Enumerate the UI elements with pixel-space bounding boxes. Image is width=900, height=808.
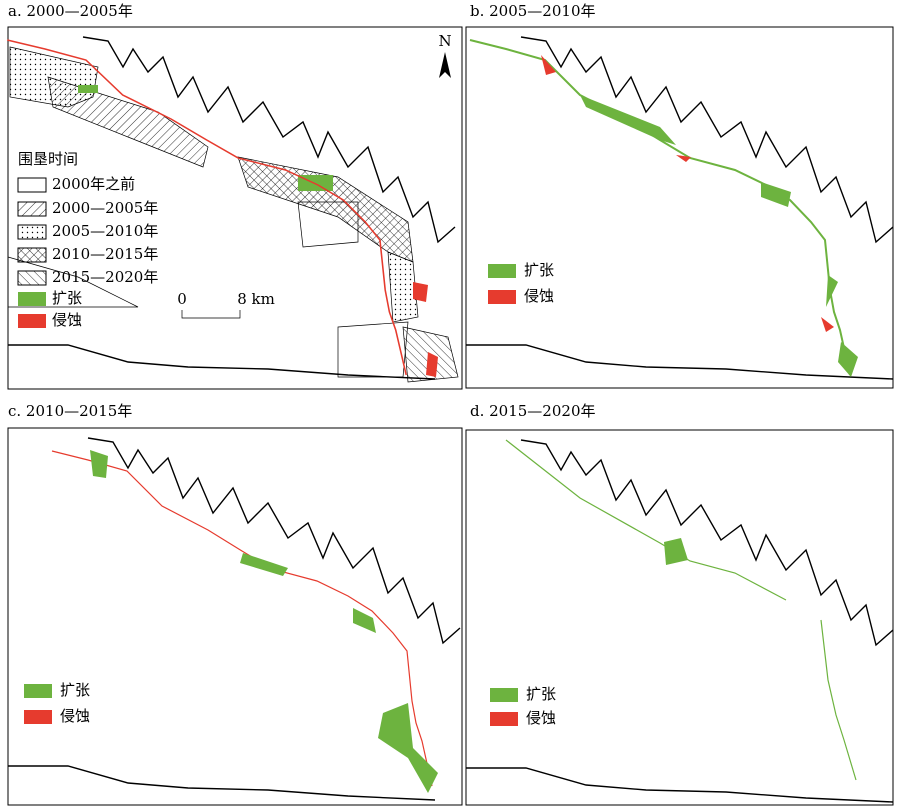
reclaim-zone [237,156,414,263]
legend-swatch [490,688,518,702]
legend-swatch [17,247,47,263]
legend-swatch [488,290,516,304]
coastline [87,437,461,644]
legend-label: 侵蚀 [60,707,90,725]
panel-title: c. 2010—2015年 [8,402,132,420]
legend-label: 扩张 [60,681,90,699]
legend-swatch [24,684,52,698]
expansion [580,95,858,377]
expansion [78,85,98,93]
legend-title: 围垦时间 [18,150,78,168]
coastline [520,36,894,243]
north-arrow [439,52,451,78]
legend-label: 2005—2010年 [52,222,158,240]
legend-label: 2015—2020年 [52,268,158,286]
erosion [413,282,438,377]
shoreline [505,439,787,601]
reclaim-zone [387,251,419,323]
map [6,36,459,383]
legend-label: 扩张 [524,261,554,279]
legend-swatch [490,712,518,726]
coastline [465,767,894,803]
shoreline [51,450,433,787]
north-label: N [438,32,451,50]
scale-bar [181,310,241,319]
legend: 2000年之前 2000—2005年 2005—2010年 2010—2015年… [17,175,158,329]
panel-frame [465,429,894,806]
legend-label: 2010—2015年 [52,245,158,263]
legend-label: 2000—2005年 [52,199,158,217]
panel-b: b. 2005—2010年 扩张 侵蚀 [465,2,894,389]
legend-label: 扩张 [526,685,556,703]
legend-swatch [17,177,47,193]
legend-label: 侵蚀 [524,287,554,305]
panel-d: d. 2015—2020年 扩张 侵蚀 [465,402,894,806]
panel-title: a. 2000—2005年 [8,2,133,20]
coastline [465,344,894,380]
panel-frame [465,26,894,389]
legend-swatch [17,224,47,240]
expansion [90,450,438,793]
map [465,439,894,803]
scale-label: 8 km [237,290,275,308]
legend-label: 扩张 [52,289,82,307]
legend-label: 2000年之前 [52,175,135,193]
legend-swatch [488,264,516,278]
scale-label: 0 [177,290,187,308]
panel-title: b. 2005—2010年 [470,2,596,20]
panel-c: c. 2010—2015年 扩张 侵蚀 [7,402,463,806]
reclaim-zone [7,201,409,378]
coastline [520,439,894,646]
map [465,36,894,380]
shoreline [820,619,857,781]
legend-swatch [17,201,47,217]
legend-label: 侵蚀 [52,311,82,329]
legend-swatch [18,314,46,328]
panel-frame [7,427,463,806]
legend-swatch [18,292,46,306]
map [7,437,461,801]
legend-label: 侵蚀 [526,709,556,727]
coastline [7,344,436,380]
legend-swatch [24,710,52,724]
panel-a: a. 2000—2005年 N 围垦时间 2000年之前 2000—2005年 … [6,2,463,390]
legend-swatch [17,270,47,286]
expansion [664,538,688,565]
panel-frame [7,26,463,390]
shoreline [469,39,851,376]
coastline [7,765,436,801]
panel-title: d. 2015—2020年 [470,402,596,420]
